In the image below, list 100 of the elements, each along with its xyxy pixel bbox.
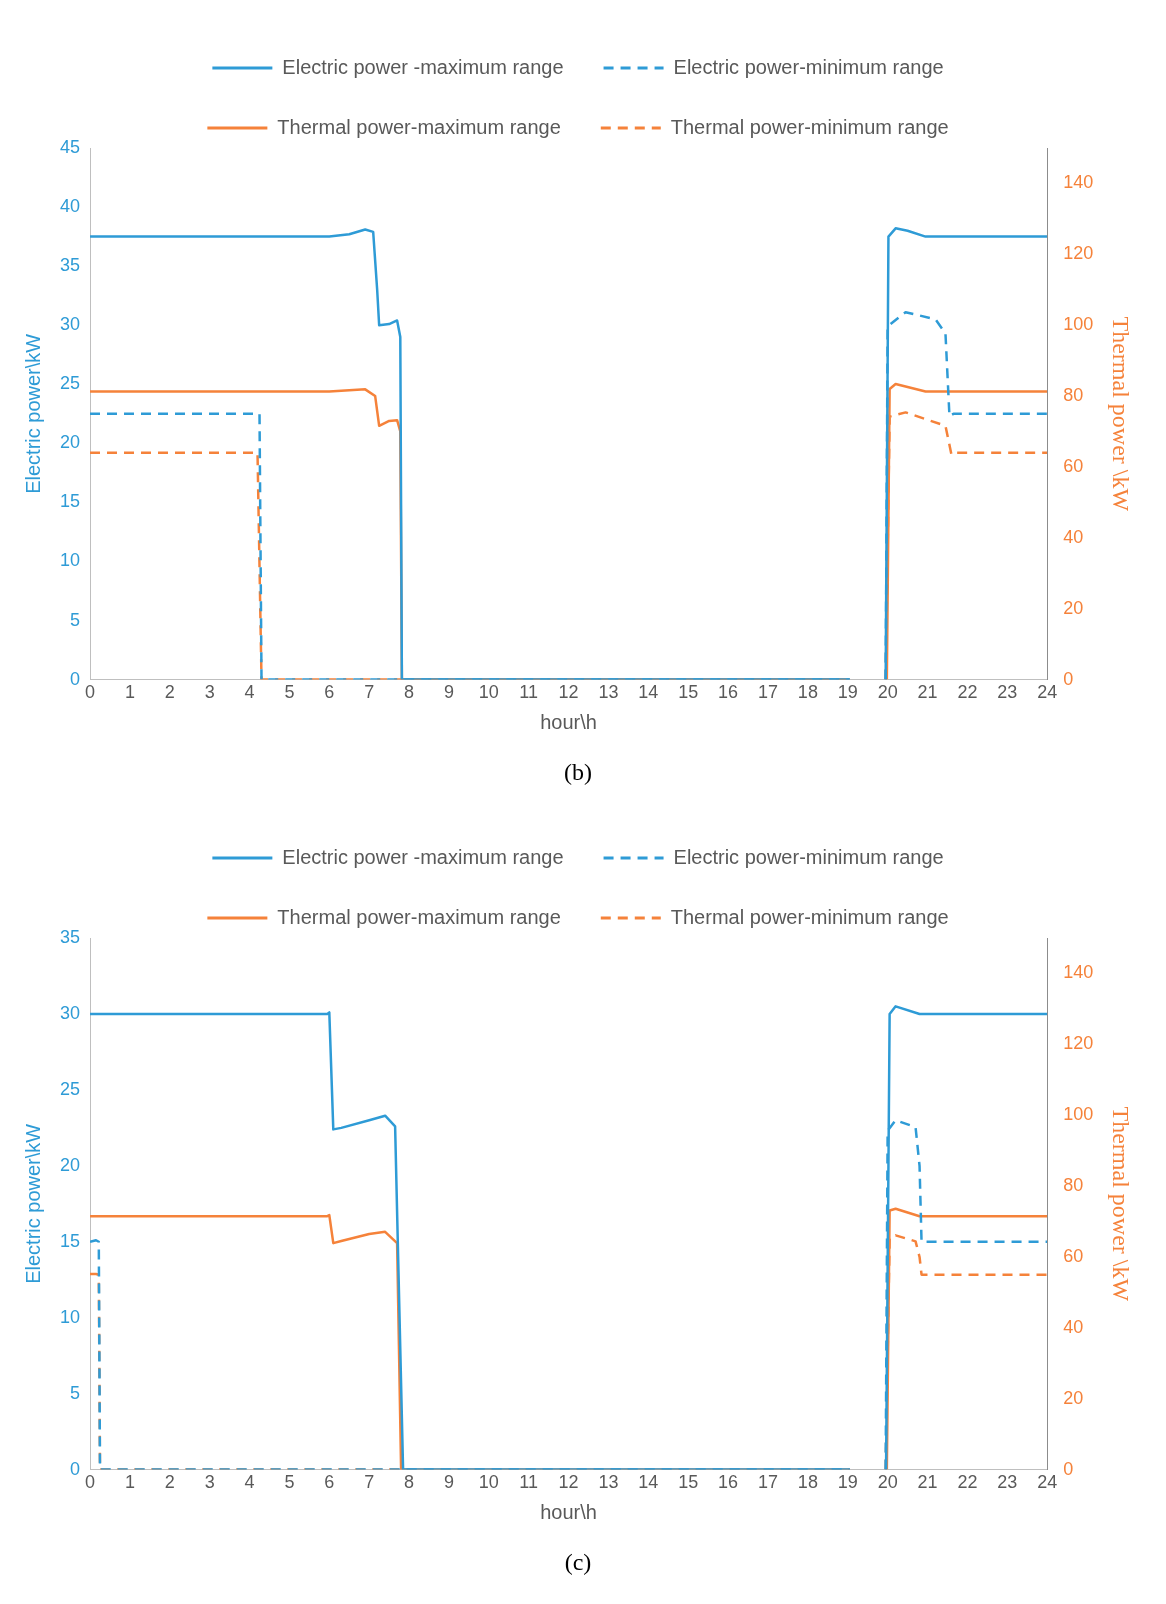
- x-tick-label: 6: [324, 682, 335, 703]
- x-axis-title: hour\h: [540, 710, 597, 733]
- y2-tick-label: 120: [1063, 243, 1094, 264]
- y-tick-label: 15: [59, 1230, 81, 1251]
- x-tick-label: 24: [1037, 682, 1058, 703]
- y2-tick-label: 40: [1063, 526, 1084, 547]
- x-tick-label: 4: [244, 1472, 255, 1493]
- x-tick-label: 8: [404, 682, 415, 703]
- legend-label: Thermal power-maximum range: [277, 115, 561, 138]
- x-tick-label: 9: [443, 682, 454, 703]
- y2-tick-label: 140: [1063, 962, 1094, 983]
- x-tick-label: 13: [598, 1472, 619, 1493]
- x-tick-label: 22: [957, 1472, 978, 1493]
- x-tick-label: 10: [478, 682, 499, 703]
- y2-tick-label: 20: [1063, 1387, 1084, 1408]
- y-tick-label: 20: [59, 432, 81, 453]
- x-tick-label: 16: [718, 1472, 739, 1493]
- x-tick-label: 21: [917, 1472, 938, 1493]
- x-tick-label: 14: [638, 1472, 659, 1493]
- x-tick-label: 15: [678, 1472, 699, 1493]
- x-tick-label: 2: [164, 682, 175, 703]
- x-tick-label: 11: [519, 1472, 539, 1493]
- y2-tick-label: 140: [1063, 172, 1094, 193]
- y2-tick-label: 60: [1063, 1245, 1084, 1266]
- text: (c): [564, 1548, 592, 1575]
- y-tick-label: 10: [59, 550, 81, 571]
- x-tick-label: 11: [519, 682, 539, 703]
- x-tick-label: 16: [718, 682, 739, 703]
- y2-tick-label: 80: [1063, 385, 1084, 406]
- y-tick-label: 20: [59, 1154, 81, 1175]
- y-axis-title: Electric power\kW: [21, 1123, 44, 1284]
- x-tick-label: 23: [997, 1472, 1018, 1493]
- x-tick-label: 5: [284, 682, 295, 703]
- x-tick-label: 6: [324, 1472, 335, 1493]
- x-tick-label: 20: [877, 682, 898, 703]
- x-tick-label: 0: [85, 682, 96, 703]
- x-tick-label: 3: [204, 1472, 215, 1493]
- y2-tick-label: 80: [1063, 1175, 1084, 1196]
- y-tick-label: 5: [70, 609, 81, 630]
- x-axis-title: hour\h: [540, 1500, 597, 1523]
- y-tick-label: 30: [59, 314, 81, 335]
- x-tick-label: 24: [1037, 1472, 1058, 1493]
- legend-label: Electric power-minimum range: [673, 845, 944, 868]
- x-tick-label: 19: [837, 1472, 858, 1493]
- x-tick-label: 2: [164, 1472, 175, 1493]
- y-axis-title: Electric power\kW: [21, 333, 44, 494]
- x-tick-label: 22: [957, 682, 978, 703]
- y2-tick-label: 100: [1063, 314, 1094, 335]
- y-tick-label: 0: [70, 1458, 81, 1479]
- legend-label: Electric power-minimum range: [673, 55, 944, 78]
- x-tick-label: 3: [204, 682, 215, 703]
- x-tick-label: 12: [558, 682, 579, 703]
- legend-label: Thermal power-minimum range: [670, 115, 949, 138]
- x-tick-label: 15: [678, 682, 699, 703]
- x-tick-label: 12: [558, 1472, 579, 1493]
- y2-axis-title: Thermal power \kW: [1108, 316, 1135, 512]
- legend-label: Electric power -maximum range: [282, 845, 564, 868]
- x-tick-label: 5: [284, 1472, 295, 1493]
- x-tick-label: 17: [757, 1472, 779, 1493]
- x-tick-label: 18: [797, 1472, 818, 1493]
- y2-tick-label: 20: [1063, 597, 1084, 618]
- y-tick-label: 5: [70, 1382, 81, 1403]
- y-tick-label: 25: [59, 373, 81, 394]
- x-tick-label: 7: [364, 1472, 375, 1493]
- x-tick-label: 9: [443, 1472, 454, 1493]
- legend-label: Electric power -maximum range: [282, 55, 564, 78]
- x-tick-label: 23: [997, 682, 1018, 703]
- y2-tick-label: 40: [1063, 1316, 1084, 1337]
- x-tick-label: 7: [364, 682, 375, 703]
- y2-axis-title: Thermal power \kW: [1108, 1106, 1135, 1302]
- y-tick-label: 30: [59, 1002, 81, 1023]
- x-tick-label: 20: [877, 1472, 898, 1493]
- y2-tick-label: 0: [1063, 1458, 1074, 1479]
- y-tick-label: 0: [70, 668, 81, 689]
- x-tick-label: 1: [124, 682, 135, 703]
- text: (b): [564, 758, 592, 785]
- y-tick-label: 15: [59, 491, 81, 512]
- y-tick-label: 40: [59, 196, 81, 217]
- y2-tick-label: 100: [1063, 1104, 1094, 1125]
- y2-tick-label: 120: [1063, 1033, 1094, 1054]
- legend-label: Thermal power-maximum range: [277, 905, 561, 928]
- y2-tick-label: 60: [1063, 455, 1084, 476]
- x-tick-label: 1: [124, 1472, 135, 1493]
- x-tick-label: 10: [478, 1472, 499, 1493]
- y-tick-label: 10: [59, 1306, 81, 1327]
- x-tick-label: 4: [244, 682, 255, 703]
- x-tick-label: 17: [757, 682, 779, 703]
- x-tick-label: 0: [85, 1472, 96, 1493]
- x-tick-label: 14: [638, 682, 659, 703]
- x-tick-label: 21: [917, 682, 938, 703]
- y-tick-label: 35: [59, 255, 81, 276]
- x-tick-label: 19: [837, 682, 858, 703]
- legend-label: Thermal power-minimum range: [670, 905, 949, 928]
- x-tick-label: 8: [404, 1472, 415, 1493]
- x-tick-label: 18: [797, 682, 818, 703]
- y-tick-label: 25: [59, 1078, 81, 1099]
- x-tick-label: 13: [598, 682, 619, 703]
- y-tick-label: 45: [59, 136, 81, 157]
- y2-tick-label: 0: [1063, 668, 1074, 689]
- y-tick-label: 35: [59, 926, 81, 947]
